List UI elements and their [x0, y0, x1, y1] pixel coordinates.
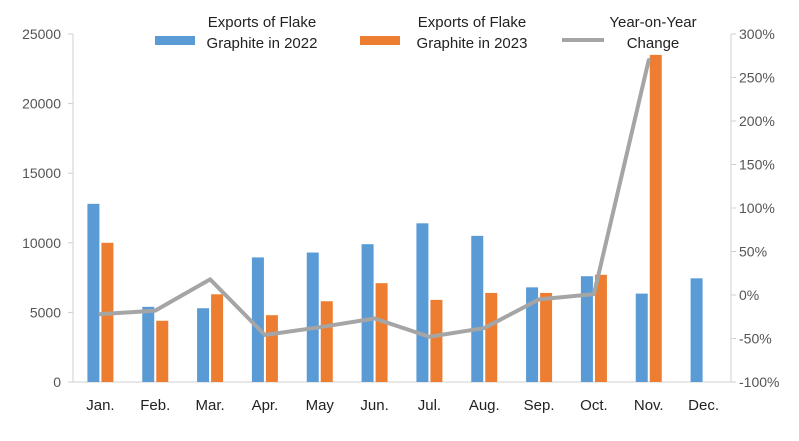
yoy-change-point — [209, 278, 211, 280]
x-tick-label: Jul. — [418, 397, 441, 414]
right-tick-label: -50% — [739, 331, 772, 347]
bars — [87, 54, 703, 382]
x-tick-label: Apr. — [252, 397, 279, 414]
left-tick-label: 5000 — [30, 304, 61, 320]
bar-2023 — [540, 292, 553, 382]
bar-2023 — [156, 320, 169, 382]
x-tick-label: Mar. — [195, 397, 224, 414]
bar-2023 — [211, 294, 224, 382]
right-tick-label: 50% — [739, 244, 767, 260]
bar-2023 — [594, 274, 607, 382]
legend-label: Graphite in 2023 — [417, 35, 528, 52]
yoy-change-point — [374, 317, 376, 319]
legend-swatch-2023 — [360, 36, 400, 45]
yoy-change-point — [154, 310, 156, 312]
yoy-change-point — [99, 313, 101, 315]
bar-2023 — [430, 299, 443, 382]
yoy-line — [98, 58, 651, 339]
right-tick-label: 150% — [739, 157, 775, 173]
bar-2022 — [416, 223, 429, 382]
axes: 0 5000 10000 15000 20000 25000 -100% -50% 0% 50% 1… — [22, 26, 779, 414]
legend-label: Year-on-Year — [609, 14, 696, 31]
x-tick-label: Jan. — [86, 397, 114, 414]
x-tick-label: May — [306, 397, 335, 414]
bar-2022 — [142, 306, 155, 382]
legend-label: Graphite in 2022 — [207, 35, 318, 52]
bar-2022 — [580, 276, 593, 382]
yoy-change-point — [538, 298, 540, 300]
bar-2022 — [471, 235, 484, 382]
bar-2022 — [635, 293, 648, 382]
bar-2022 — [526, 287, 539, 382]
x-tick-label: Sep. — [524, 397, 555, 414]
legend: Exports of Flake Graphite in 2022 Exports … — [155, 14, 697, 52]
x-tick-label: Dec. — [688, 397, 719, 414]
right-tick-label: 250% — [739, 70, 775, 86]
left-tick-label: 15000 — [22, 165, 61, 181]
left-tick-label: 10000 — [22, 235, 61, 251]
bar-2022 — [306, 252, 319, 382]
bar-2022 — [690, 278, 703, 382]
legend-label: Exports of Flake — [418, 14, 526, 31]
yoy-change-point — [483, 327, 485, 329]
x-tick-label: Nov. — [634, 397, 664, 414]
left-tick-label: 25000 — [22, 26, 61, 42]
bar-2022 — [361, 244, 374, 382]
bar-2023 — [265, 315, 278, 382]
right-tick-label: 100% — [739, 200, 775, 216]
left-tick-label: 20000 — [22, 96, 61, 112]
bar-2022 — [251, 257, 264, 382]
x-tick-label: Jun. — [360, 397, 388, 414]
legend-swatch-2022 — [155, 36, 195, 45]
yoy-change-point — [593, 293, 595, 295]
left-tick-label: 0 — [53, 374, 61, 390]
yoy-change-point — [264, 334, 266, 336]
legend-label: Change — [627, 35, 680, 52]
yoy-change-point — [428, 336, 430, 338]
x-tick-label: Feb. — [140, 397, 170, 414]
bar-2023 — [649, 54, 662, 382]
right-tick-label: 300% — [739, 26, 775, 42]
yoy-change-point — [648, 59, 650, 61]
bar-2023 — [375, 283, 388, 382]
bar-2023 — [320, 301, 333, 382]
bar-2023 — [485, 292, 498, 382]
yoy-change-line — [98, 58, 651, 339]
x-tick-label: Oct. — [580, 397, 608, 414]
right-tick-label: 200% — [739, 113, 775, 129]
bar-2022 — [87, 203, 100, 382]
bar-2022 — [197, 308, 210, 382]
legend-label: Exports of Flake — [208, 14, 316, 31]
x-tick-label: Aug. — [469, 397, 500, 414]
yoy-change-point — [319, 326, 321, 328]
right-tick-label: 0% — [739, 287, 759, 303]
right-tick-label: -100% — [739, 374, 779, 390]
